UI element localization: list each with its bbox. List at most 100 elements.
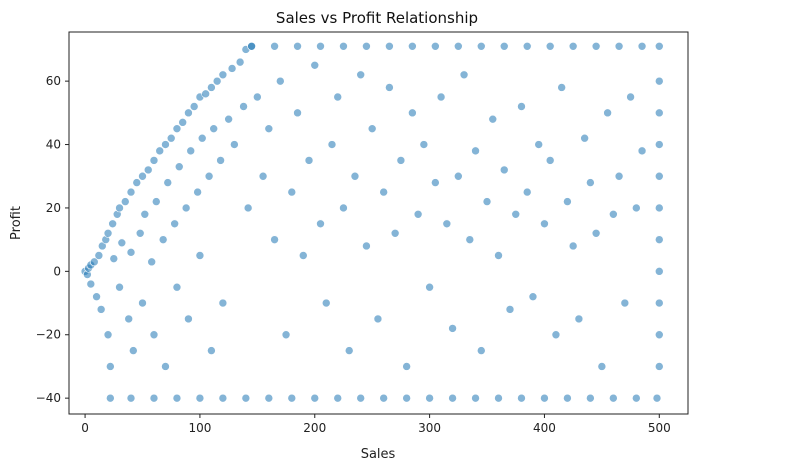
scatter-point	[103, 330, 113, 340]
scatter-point	[310, 60, 320, 70]
scatter-point	[408, 41, 417, 51]
scatter-point	[574, 314, 584, 324]
x-tick-label: 300	[418, 421, 441, 435]
scatter-point	[147, 257, 156, 267]
scatter-point	[568, 241, 578, 251]
scatter-point	[166, 133, 176, 143]
scatter-point	[321, 298, 331, 308]
scatter-point	[235, 57, 245, 67]
scatter-point	[586, 393, 595, 403]
scatter-point	[379, 393, 388, 403]
y-tick-label: 60	[46, 74, 61, 88]
scatter-point	[563, 197, 572, 206]
scatter-point	[270, 235, 279, 244]
scatter-point	[419, 140, 429, 149]
scatter-point	[465, 235, 475, 244]
scatter-point	[195, 393, 205, 403]
scatter-point	[620, 298, 630, 308]
scatter-point	[207, 346, 216, 355]
scatter-point	[201, 89, 210, 99]
scatter-point	[287, 187, 297, 197]
scatter-point	[293, 108, 302, 118]
scatter-point	[471, 146, 480, 156]
scatter-point	[124, 314, 134, 324]
scatter-point	[344, 346, 354, 355]
scatter-point	[149, 393, 159, 403]
scatter-point	[654, 362, 664, 371]
scatter-point	[614, 171, 624, 181]
scatter-point	[499, 165, 509, 175]
scatter-point	[385, 41, 394, 51]
scatter-point	[264, 124, 274, 133]
scatter-point	[540, 219, 549, 229]
y-tick-label: −40	[36, 391, 61, 405]
scatter-point	[654, 298, 664, 308]
scatter-point	[448, 324, 457, 333]
scatter-point	[172, 124, 182, 133]
scatter-point	[138, 298, 147, 308]
scatter-point	[333, 92, 343, 102]
scatter-point	[310, 393, 320, 403]
scatter-point	[499, 41, 509, 51]
scatter-point	[534, 140, 544, 149]
scatter-point	[106, 362, 115, 371]
scatter-point	[494, 393, 503, 403]
y-axis-ticks: −40 −20 0 20 40 60	[36, 74, 69, 405]
scatter-point	[212, 76, 222, 86]
scatter-point	[528, 292, 538, 302]
scatter-point	[184, 108, 193, 118]
scatter-point	[209, 124, 218, 133]
scatter-point	[241, 393, 251, 403]
scatter-point	[522, 187, 532, 197]
scatter-point	[385, 83, 394, 92]
scatter-point	[652, 393, 662, 403]
scatter-point	[609, 393, 618, 403]
scatter-point	[207, 83, 216, 92]
scatter-point	[586, 178, 595, 187]
scatter-point	[431, 178, 440, 187]
scatter-point	[654, 76, 664, 86]
y-tick-label: 20	[46, 201, 61, 215]
scatter-point	[654, 140, 664, 149]
scatter-point	[362, 241, 371, 251]
scatter-point	[89, 257, 99, 267]
scatter-point	[172, 393, 182, 403]
scatter-point	[494, 251, 503, 260]
scatter-point	[218, 298, 228, 308]
scatter-point	[431, 41, 440, 51]
scatter-point	[654, 235, 664, 244]
scatter-point	[281, 330, 291, 340]
scatter-point	[362, 41, 371, 51]
scatter-point	[204, 171, 214, 181]
scatter-point	[654, 267, 664, 276]
scatter-point	[471, 393, 480, 403]
scatter-point	[632, 203, 641, 213]
scatter-point	[184, 314, 193, 324]
scatter-point	[155, 146, 165, 156]
scatter-point	[505, 305, 515, 314]
scatter-point	[626, 92, 635, 102]
scatter-point	[316, 219, 325, 229]
scatter-point	[545, 156, 555, 165]
scatter-point	[115, 203, 124, 213]
scatter-point	[126, 248, 136, 257]
plot-area-frame	[68, 31, 689, 415]
x-axis-ticks: 0 100 200 300 400 500	[81, 414, 671, 435]
scatter-point	[402, 362, 411, 371]
scatter-point	[603, 108, 612, 118]
scatter-point	[327, 140, 337, 149]
scatter-point	[425, 282, 434, 292]
scatter-point	[339, 41, 348, 51]
scatter-point	[390, 229, 400, 238]
scatter-point	[425, 393, 434, 403]
scatter-point	[170, 219, 179, 229]
scatter-point	[227, 64, 237, 73]
scatter-point	[92, 292, 101, 302]
scatter-point	[637, 41, 647, 51]
scatter-point	[373, 314, 383, 324]
scatter-point	[103, 229, 113, 238]
scatter-point	[258, 171, 268, 181]
scatter-point	[172, 282, 182, 292]
scatter-point	[459, 70, 469, 80]
